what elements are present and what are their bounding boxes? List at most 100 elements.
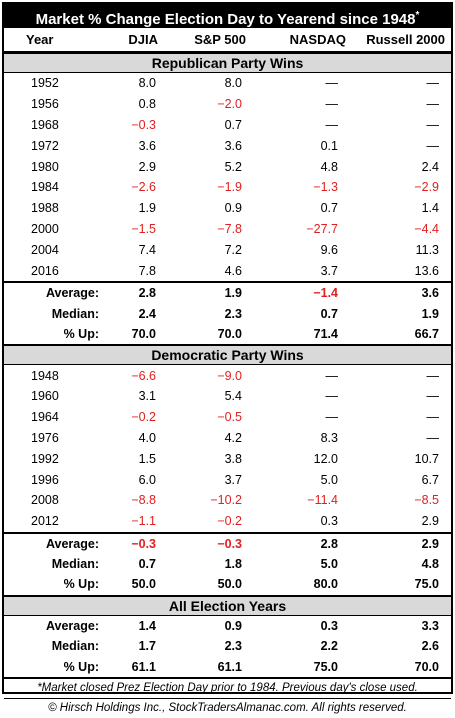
table-row: 1956 0.8 −2.0 — — (4, 94, 451, 115)
table-cell: 1996 (31, 472, 59, 487)
table-cell: — (325, 410, 339, 425)
summary-value: 1.7 (138, 639, 156, 654)
table-cell: 9.6 (320, 242, 338, 257)
summary-label: % Up: (63, 326, 99, 341)
table-cell: 1948 (31, 368, 59, 383)
summary-value: 5.0 (320, 557, 338, 572)
table-cell: — (325, 389, 339, 404)
table-cell: — (325, 368, 339, 383)
table-cell: 7.4 (138, 242, 156, 257)
summary-row: % Up: 70.0 70.0 71.4 66.7 (4, 324, 451, 344)
table-cell: 8.0 (138, 76, 156, 91)
table-cell: 0.7 (320, 201, 338, 216)
summary-value: 0.3 (320, 618, 338, 633)
table-cell: 1956 (31, 97, 59, 112)
summary-value: 0.9 (224, 618, 242, 633)
table-cell: 1984 (31, 180, 59, 195)
table-cell: 7.2 (224, 242, 242, 257)
summary-row: Median: 0.7 1.8 5.0 4.8 (4, 554, 451, 574)
table-cell: — (426, 76, 440, 91)
table-body: Republican Party Wins 1952 8.0 8.0 — — 1956 0.8… (4, 52, 451, 677)
summary-value: 66.7 (414, 326, 439, 341)
summary-label: Average: (45, 618, 99, 633)
summary-label: Median: (51, 639, 99, 654)
summary-value: 80.0 (313, 577, 338, 592)
table-row: 2008 −8.8 −10.2 −11.4 −8.5 (4, 490, 451, 511)
table-cell: −11.4 (307, 493, 338, 508)
summary-value: −0.3 (217, 536, 242, 551)
footer: *Market closed Prez Election Day prior t… (4, 676, 451, 718)
table-row: 1996 6.0 3.7 5.0 6.7 (4, 469, 451, 490)
table-cell: −8.8 (131, 493, 156, 508)
table-title: Market % Change Election Day to Yearend … (4, 4, 451, 28)
table-cell: −2.0 (217, 97, 242, 112)
table-cell: — (426, 410, 440, 425)
summary-value: 1.9 (224, 286, 242, 301)
table-row: 1952 8.0 8.0 — — (4, 73, 451, 94)
table-row: 2016 7.8 4.6 3.7 13.6 (4, 260, 451, 281)
table-cell: −4.4 (414, 221, 439, 236)
table-cell: 6.0 (138, 472, 156, 487)
table-row: 1992 1.5 3.8 12.0 10.7 (4, 448, 451, 469)
summary-label: % Up: (63, 659, 99, 674)
table-cell: 0.7 (224, 117, 242, 132)
summary-value: 0.7 (138, 557, 156, 572)
table-cell: — (426, 97, 440, 112)
table-cell: −0.5 (217, 410, 242, 425)
table-cell: 3.6 (224, 138, 242, 153)
table-cell: 11.3 (415, 242, 439, 257)
table-cell: 0.3 (320, 514, 338, 529)
summary-row: % Up: 61.1 61.1 75.0 70.0 (4, 656, 451, 676)
table-cell: 1968 (31, 117, 59, 132)
table-cell: — (426, 430, 440, 445)
summary-row: Average: 2.8 1.9 −1.4 3.6 (4, 283, 451, 303)
footnote: *Market closed Prez Election Day prior t… (37, 681, 418, 694)
summary-value: 3.6 (421, 286, 439, 301)
table-cell: 6.7 (421, 472, 439, 487)
summary-value: 0.7 (320, 306, 338, 321)
summary-value: 50.0 (217, 577, 242, 592)
table-cell: 2004 (31, 242, 59, 257)
table-cell: −2.6 (131, 180, 156, 195)
table-cell: −9.0 (217, 368, 242, 383)
table-row: 1968 −0.3 0.7 — — (4, 115, 451, 136)
table-cell: 2.9 (421, 514, 439, 529)
section-header: All Election Years (4, 594, 451, 616)
summary-value: 1.9 (421, 306, 439, 321)
summary-row: % Up: 50.0 50.0 80.0 75.0 (4, 574, 451, 594)
header-djia: DJIA (128, 32, 158, 47)
table-cell: — (426, 368, 440, 383)
table-cell: 1964 (31, 410, 59, 425)
table-cell: −1.9 (217, 180, 242, 195)
table-cell: 3.6 (138, 138, 156, 153)
summary-value: 70.0 (414, 659, 439, 674)
table-cell: 2016 (31, 263, 59, 278)
table-cell: — (426, 117, 440, 132)
table-cell: −6.6 (131, 368, 156, 383)
table-cell: — (325, 117, 339, 132)
summary-label: Average: (45, 286, 99, 301)
summary-value: 71.4 (313, 326, 338, 341)
summary-row: Average: −0.3 −0.3 2.8 2.9 (4, 534, 451, 554)
table-cell: −0.3 (131, 117, 156, 132)
summary-value: −1.4 (313, 286, 338, 301)
copyright: © Hirsch Holdings Inc., StockTradersAlma… (4, 697, 451, 718)
summary-block: Average: 1.4 0.9 0.3 3.3 Median: 1.7 2.3 2.2 2.6%… (4, 616, 451, 677)
table-cell: −7.8 (217, 221, 242, 236)
table-row: 1960 3.1 5.4 — — (4, 386, 451, 407)
title-text: Market % Change Election Day to Yearend … (35, 11, 416, 28)
summary-label: Median: (51, 557, 99, 572)
summary-value: 70.0 (217, 326, 242, 341)
table-cell: 1972 (31, 138, 59, 153)
table-cell: — (426, 138, 440, 153)
summary-value: 2.6 (421, 639, 439, 654)
table-row: 1964 −0.2 −0.5 — — (4, 407, 451, 428)
table-row: 1948 −6.6 −9.0 — — (4, 365, 451, 386)
table-cell: 3.8 (224, 451, 242, 466)
table-cell: 2008 (31, 493, 59, 508)
header-russell: Russell 2000 (366, 32, 445, 47)
header-year: Year (26, 32, 54, 47)
table-cell: −27.7 (306, 221, 338, 236)
summary-value: 2.8 (138, 286, 156, 301)
